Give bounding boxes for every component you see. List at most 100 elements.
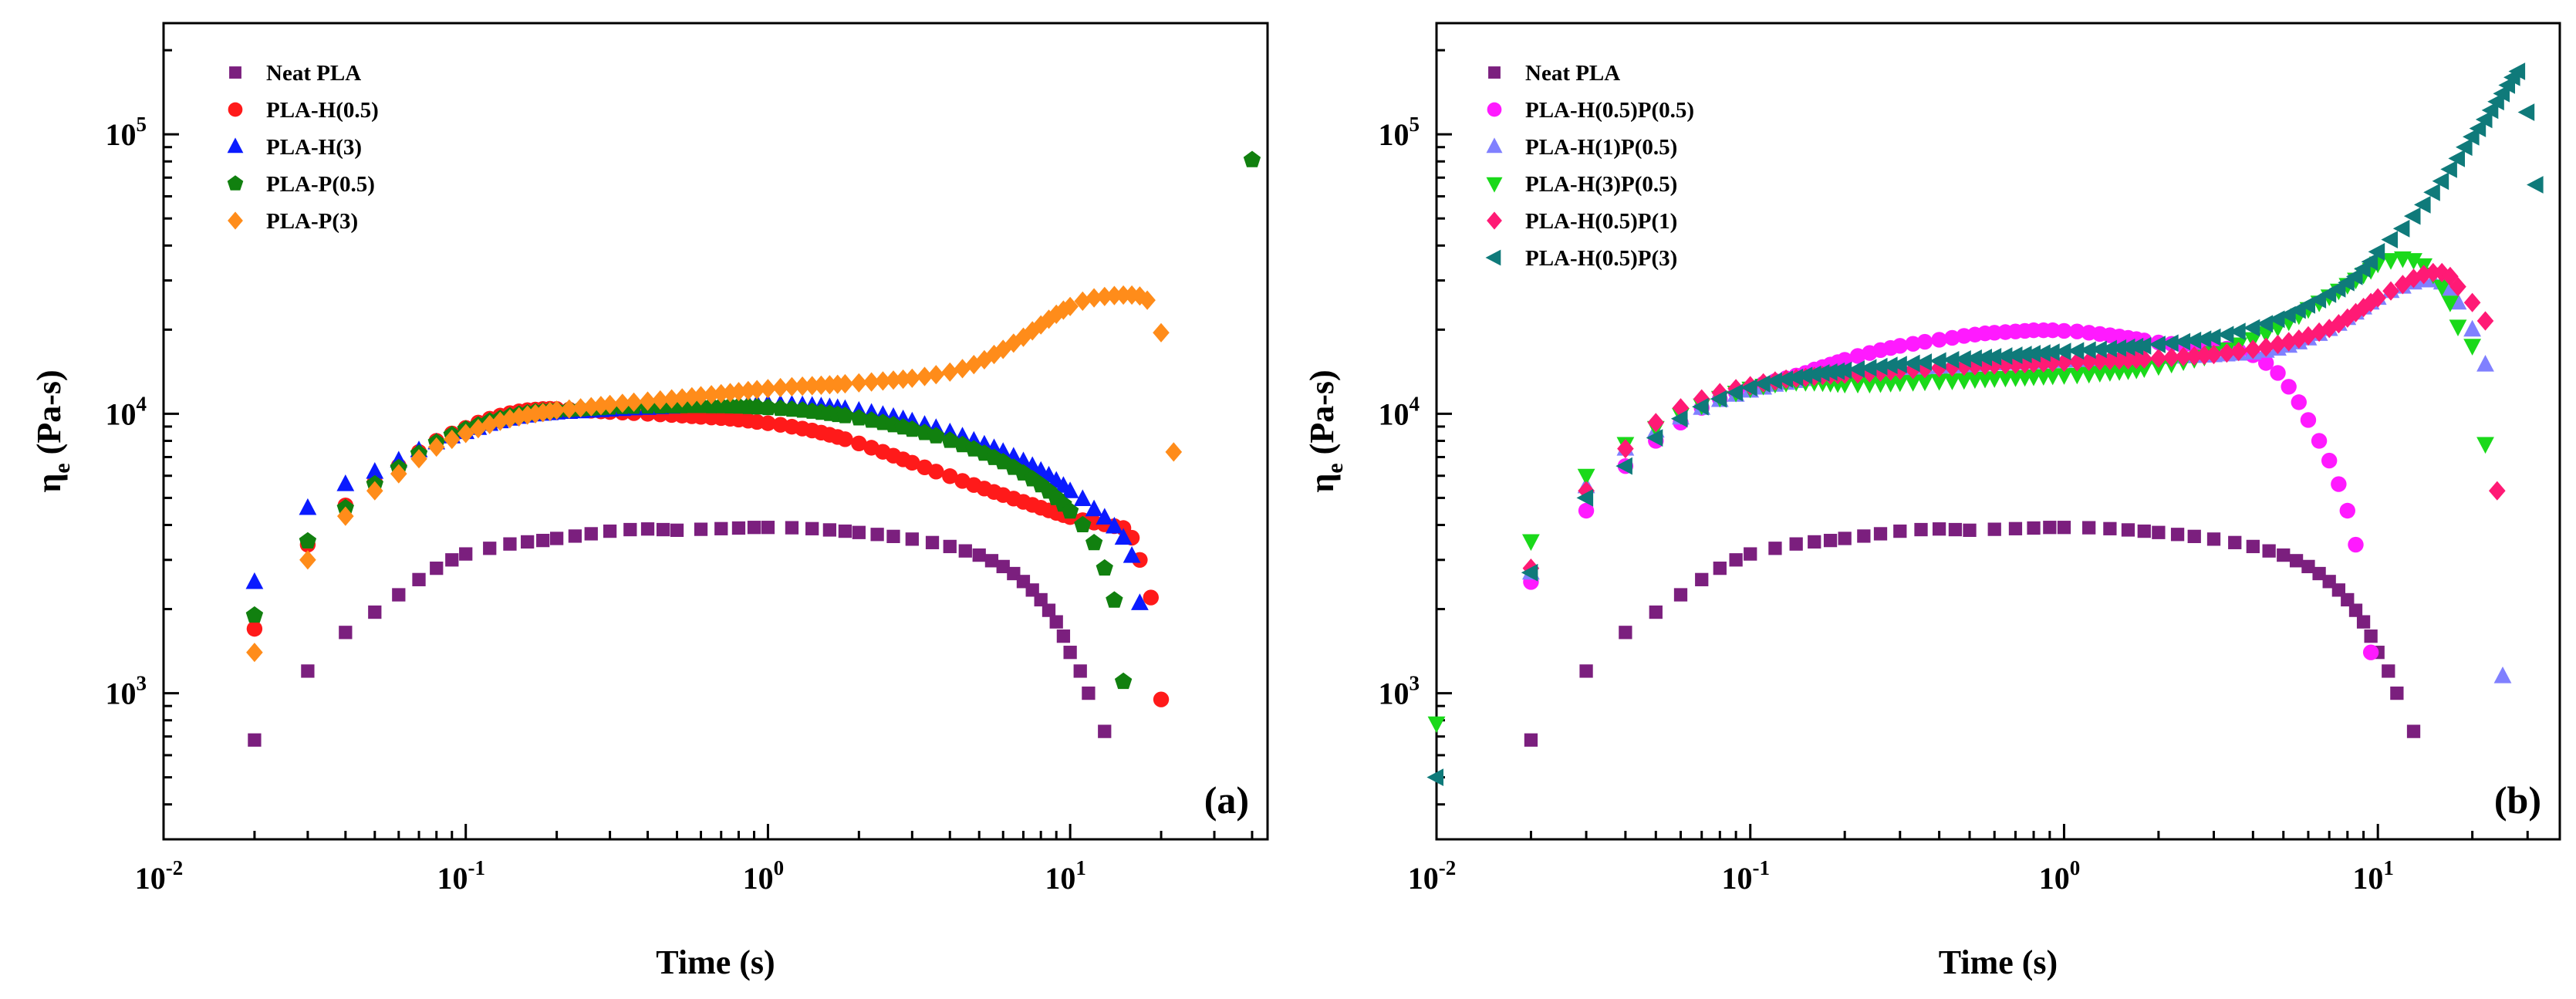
- data-point-pla-p-0-5: [1074, 515, 1092, 532]
- data-point-pla-p-3: [639, 391, 657, 411]
- data-point-pla-h-1-p-0-5: [2476, 355, 2494, 372]
- data-point-pla-h-0-5-p-3: [2173, 332, 2191, 351]
- data-point-pla-p-3: [1153, 322, 1170, 343]
- data-point-pla-h-0-5-p-3: [2054, 343, 2071, 361]
- panel-b: 10-2 10-1 100 101 103 104 105 Time (s) ηe (Pa-s)…: [1303, 22, 2561, 981]
- data-point-pla-p-3: [903, 368, 921, 388]
- data-point-neat-pla: [2187, 529, 2201, 543]
- data-point-pla-h-0-5-p-3: [2448, 150, 2465, 167]
- data-point-pla-p-0-5: [1096, 559, 1113, 576]
- data-point-pla-h-3-p-0-5: [2405, 253, 2422, 270]
- legend-label: Neat PLA: [266, 61, 361, 86]
- data-point-pla-h-0-5-p-3: [2403, 207, 2421, 225]
- data-point-pla-p-3: [663, 389, 680, 409]
- data-point-pla-h-0-5-p-3: [1835, 361, 1852, 380]
- data-point-pla-p-3: [390, 464, 407, 484]
- data-point-pla-h-0-5-p-1: [2230, 342, 2247, 362]
- x-axis-title: Time (s): [1939, 943, 2058, 981]
- data-point-neat-pla: [2262, 544, 2276, 558]
- data-point-pla-h-3: [1096, 508, 1114, 525]
- data-point-pla-p-0-5: [927, 427, 945, 444]
- legend-marker-pla-h-0-5-p-0-5: [1487, 102, 1502, 117]
- data-point-pla-h-3-p-0-5: [2476, 437, 2494, 454]
- data-point-pla-p-3: [1106, 285, 1123, 305]
- y-axis-title: ηe (Pa-s): [1303, 370, 1348, 492]
- series-neat-pla: [1524, 521, 2421, 747]
- data-point-pla-p-3: [703, 385, 720, 405]
- data-point-pla-p-3: [548, 400, 566, 420]
- data-point-pla-h-0-5-p-1: [2218, 343, 2236, 363]
- legend-label: PLA-H(1)P(0.5): [1525, 135, 1677, 160]
- x-tick-label: 100: [2039, 856, 2081, 896]
- data-point-pla-h-0-5-p-0-5: [2331, 476, 2347, 492]
- data-point-pla-p-3: [625, 392, 643, 412]
- data-point-pla-p-0-5: [941, 431, 959, 448]
- data-point-pla-h-0-5-p-3: [2432, 172, 2449, 191]
- x-tick-label: 10-2: [135, 856, 184, 896]
- y-tick-label: 104: [106, 392, 147, 431]
- data-point-pla-h-0-5-p-3: [2184, 331, 2202, 349]
- data-point-neat-pla: [2289, 554, 2304, 568]
- data-point-neat-pla: [1713, 561, 1727, 575]
- data-point-pla-h-0-5-p-1: [2489, 481, 2506, 501]
- data-point-pla-p-3: [748, 380, 765, 400]
- data-point-pla-h-3-p-0-5: [1985, 371, 2004, 388]
- data-point-neat-pla: [2121, 523, 2135, 537]
- data-point-neat-pla: [1948, 522, 1963, 537]
- legend-marker-pla-h-0-5-p-3: [1485, 249, 1501, 266]
- x-axis-title: Time (s): [656, 943, 775, 981]
- data-point-pla-h-0-5-p-3: [1890, 356, 1907, 373]
- data-point-neat-pla: [2312, 566, 2326, 581]
- data-point-neat-pla: [714, 521, 728, 535]
- data-point-pla-h-0-5-p-1: [2162, 347, 2180, 367]
- data-point-pla-p-3: [850, 373, 868, 393]
- series-pla-p-3: [246, 285, 1183, 663]
- data-point-pla-h-0-5-p-0-5: [2348, 536, 2364, 553]
- data-point-pla-p-0-5: [836, 407, 854, 424]
- data-point-pla-h-0-5-p-3: [1984, 348, 2002, 366]
- data-point-pla-h-0-5-p-1: [2175, 346, 2192, 366]
- data-point-pla-h-0-5-p-0-5: [2339, 502, 2355, 519]
- data-point-pla-p-3: [1085, 288, 1102, 308]
- data-point-pla-p-3: [366, 481, 383, 501]
- data-point-pla-p-3: [1024, 321, 1041, 341]
- data-point-pla-h-0-5-p-1: [1711, 383, 1729, 403]
- data-point-pla-h-0-5-p-3: [1821, 363, 1838, 381]
- data-point-pla-h-0-5-p-0-5: [2311, 433, 2328, 449]
- series-pla-h-0-5-p-3: [1426, 62, 2544, 786]
- data-point-pla-p-3: [674, 388, 690, 408]
- data-point-neat-pla: [694, 522, 708, 536]
- data-point-pla-p-3: [803, 376, 821, 396]
- data-point-pla-p-0-5: [850, 409, 868, 426]
- panel-a: 10-2 10-1 100 101 103 104 105 Time (s) ηe (Pa-s)…: [30, 22, 1269, 981]
- data-point-pla-h-0-5-p-1: [2425, 262, 2442, 282]
- data-point-pla-p-3: [730, 382, 748, 402]
- data-point-pla-h-0-5-p-3: [1795, 366, 1813, 385]
- data-point-neat-pla: [838, 524, 852, 538]
- data-point-pla-h-0-5-p-0-5: [2291, 394, 2307, 410]
- data-point-pla-h-0-5-p-3: [1426, 768, 1443, 786]
- y-tick-label: 105: [106, 113, 147, 152]
- data-point-neat-pla: [483, 542, 497, 555]
- data-point-pla-p-3: [916, 366, 934, 386]
- data-point-pla-p-3: [527, 403, 544, 424]
- data-point-pla-h-3-p-0-5: [2044, 368, 2062, 386]
- data-point-neat-pla: [656, 522, 670, 537]
- data-point-neat-pla: [2043, 521, 2057, 535]
- data-point-pla-h-0-5-p-3: [2517, 103, 2535, 121]
- data-point-pla-p-0-5: [1243, 150, 1261, 167]
- data-point-neat-pla: [2170, 528, 2185, 542]
- data-point-pla-h-3: [1061, 481, 1079, 498]
- data-point-pla-h-3: [1085, 499, 1103, 517]
- data-point-pla-h-0-5-p-1: [2415, 265, 2433, 285]
- data-point-neat-pla: [1963, 523, 1977, 537]
- legend-marker-pla-h-0-5-p-1: [1487, 211, 1502, 230]
- data-point-pla-h-3-p-0-5: [2382, 253, 2400, 270]
- data-point-neat-pla: [2228, 535, 2242, 549]
- data-point-neat-pla: [870, 528, 884, 542]
- data-point-pla-p-3: [444, 429, 461, 450]
- data-point-pla-h-0-5-p-3: [1859, 359, 1877, 377]
- data-point-pla-h-0-5-p-0-5: [2044, 322, 2061, 339]
- data-point-neat-pla: [2348, 603, 2363, 617]
- data-point-neat-pla: [1789, 537, 1803, 551]
